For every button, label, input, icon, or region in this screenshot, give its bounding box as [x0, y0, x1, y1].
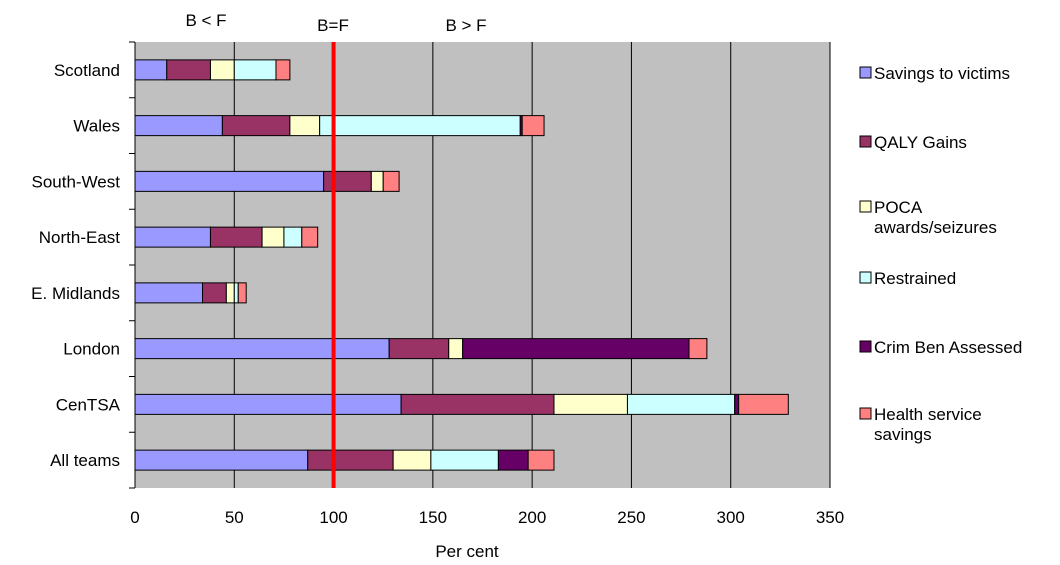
bar-segment — [134, 170, 325, 192]
category-label: London — [63, 340, 120, 359]
bar-segment — [392, 449, 432, 471]
category-labels: Scotland Wales South-West North-East E. Midl… — [31, 61, 120, 470]
bar-segment — [225, 282, 235, 304]
bar-segment — [166, 59, 211, 81]
bar-segment — [275, 59, 291, 81]
legend-swatch — [859, 135, 872, 148]
category-label: CenTSA — [56, 395, 121, 414]
bar-segment — [209, 59, 235, 81]
bar-segment — [738, 393, 789, 415]
bar-segment — [134, 338, 390, 360]
bar-segment — [261, 226, 285, 248]
legend-label: Health service savings — [874, 405, 982, 444]
bar-segment — [221, 115, 291, 137]
region-label-left: B < F — [185, 11, 226, 30]
bar-segment — [734, 393, 740, 415]
bar-segment — [448, 338, 464, 360]
bar-segment — [134, 449, 309, 471]
legend-swatch — [859, 340, 872, 353]
category-label: South-West — [31, 172, 120, 191]
x-tick-label: 150 — [419, 508, 447, 527]
legend-label: Restrained — [874, 269, 956, 288]
x-tick-label: 350 — [816, 508, 844, 527]
legend: Savings to victims QALY Gains POCA awards/s… — [859, 64, 1022, 444]
bar-segment — [319, 115, 521, 137]
x-axis-tick-labels: 0 50 100 150 200 250 300 350 — [130, 508, 844, 527]
x-tick-label: 200 — [518, 508, 546, 527]
bar-segment — [382, 170, 400, 192]
category-label: Scotland — [54, 61, 120, 80]
bar-segment — [134, 226, 211, 248]
bar-segment — [209, 226, 263, 248]
bar-segment — [688, 338, 708, 360]
bar-segment — [626, 393, 736, 415]
x-tick-label: 250 — [617, 508, 645, 527]
category-label: E. Midlands — [31, 284, 120, 303]
bar-segment — [202, 282, 227, 304]
reference-line-label: B=F — [317, 16, 349, 35]
bar-segment — [497, 449, 529, 471]
bar-segment — [527, 449, 555, 471]
bar-segment — [134, 115, 223, 137]
bar-segment — [388, 338, 450, 360]
x-tick-label: 100 — [319, 508, 347, 527]
bar-segment — [400, 393, 555, 415]
plot-area — [135, 42, 830, 488]
legend-label: POCA awards/seizures — [874, 198, 997, 237]
bar-segment — [307, 449, 394, 471]
bar-segment — [289, 115, 321, 137]
bar-segment — [237, 282, 247, 304]
legend-swatch — [859, 200, 872, 213]
bar-segment — [521, 115, 545, 137]
x-tick-label: 50 — [225, 508, 244, 527]
y-axis-ticks — [129, 41, 135, 489]
bars — [134, 59, 789, 471]
bar-segment — [134, 393, 402, 415]
x-tick-label: 300 — [717, 508, 745, 527]
bar-segment — [323, 170, 372, 192]
x-axis-title: Per cent — [435, 542, 499, 561]
category-label: Wales — [73, 117, 120, 136]
bar-segment — [233, 282, 239, 304]
category-label: North-East — [39, 228, 121, 247]
legend-swatch — [859, 407, 872, 420]
category-label: All teams — [50, 451, 120, 470]
bar-segment — [553, 393, 628, 415]
bar-segment — [370, 170, 384, 192]
bar-segment — [462, 338, 690, 360]
bar-segment — [233, 59, 277, 81]
legend-label: QALY Gains — [874, 133, 967, 152]
bar-segment — [283, 226, 303, 248]
legend-label: Savings to victims — [874, 64, 1010, 83]
bar-segment — [301, 226, 319, 248]
legend-swatch — [859, 66, 872, 79]
bar-segment — [134, 59, 168, 81]
x-tick-label: 0 — [130, 508, 139, 527]
legend-swatch — [859, 271, 872, 284]
legend-label: Crim Ben Assessed — [874, 338, 1022, 357]
bar-segment — [430, 449, 499, 471]
bar-segment — [134, 282, 204, 304]
region-label-right: B > F — [445, 16, 486, 35]
